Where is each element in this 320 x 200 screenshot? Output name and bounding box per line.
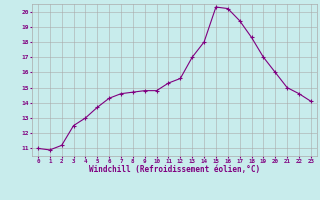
- X-axis label: Windchill (Refroidissement éolien,°C): Windchill (Refroidissement éolien,°C): [89, 165, 260, 174]
